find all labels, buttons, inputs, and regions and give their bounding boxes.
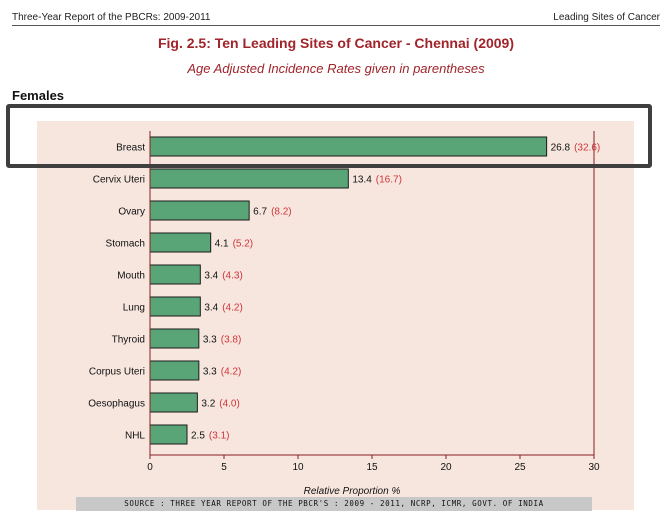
category-label-lung: Lung: [123, 303, 145, 314]
value-label-nhl: 2.5: [191, 431, 205, 442]
bar-stomach: [149, 232, 212, 253]
bar-thyroid: [149, 328, 200, 349]
figure-title: Fig. 2.5: Ten Leading Sites of Cancer - …: [157, 35, 515, 51]
axis-layer: 0 5 10 15 20 25 30: [147, 131, 600, 473]
x-tick-label-5: 5: [221, 462, 227, 473]
value-label-stomach: 4.1: [215, 239, 229, 250]
source-note: SOURCE : THREE YEAR REPORT OF THE PBCR'S…: [76, 497, 592, 511]
aai-label-breast: (32.6): [574, 143, 600, 154]
aai-label-cervix-uteri: (16.7): [376, 175, 402, 186]
value-label-corpus-uteri: 3.3: [203, 367, 217, 378]
category-label-nhl: NHL: [125, 431, 145, 442]
value-label-oesophagus: 3.2: [201, 399, 215, 410]
value-label-thyroid: 3.3: [203, 335, 217, 346]
highlight-box: [6, 104, 652, 168]
report-header-right: Leading Sites of Cancer: [553, 12, 660, 23]
x-tick-label-0: 0: [147, 462, 153, 473]
value-label-lung: 3.4: [204, 303, 218, 314]
category-label-ovary: Ovary: [118, 207, 145, 218]
x-tick-label-20: 20: [440, 462, 452, 473]
aai-label-stomach: (5.2): [233, 239, 254, 250]
aai-label-oesophagus: (4.0): [219, 399, 240, 410]
aai-label-nhl: (3.1): [209, 431, 230, 442]
aai-label-thyroid: (3.8): [221, 335, 242, 346]
category-label-cervix-uteri: Cervix Uteri: [93, 175, 145, 186]
aai-label-lung: (4.2): [222, 303, 243, 314]
section-heading: Females: [12, 88, 65, 103]
value-label-mouth: 3.4: [204, 271, 218, 282]
bar-mouth: [149, 264, 201, 285]
labels-layer: Breast 26.8 (32.6) Cervix Uteri 13.4 (16.7) Ov…: [88, 143, 600, 442]
bar-nhl: [149, 424, 188, 445]
aai-label-corpus-uteri: (4.2): [221, 367, 242, 378]
aai-label-mouth: (4.3): [222, 271, 243, 282]
x-axis-label: Relative Proportion %: [304, 486, 401, 497]
bar-lung: [149, 296, 201, 317]
header-divider: [12, 25, 660, 26]
value-label-breast: 26.8: [551, 143, 571, 154]
x-tick-label-30: 30: [588, 462, 600, 473]
aai-label-ovary: (8.2): [271, 207, 292, 218]
bar-corpus-uteri: [149, 360, 200, 381]
x-tick-label-25: 25: [514, 462, 526, 473]
figure-subtitle: Age Adjusted Incidence Rates given in pa…: [187, 61, 485, 76]
category-label-oesophagus: Oesophagus: [88, 399, 145, 410]
bar-cervix-uteri: [149, 168, 349, 189]
report-header-left: Three-Year Report of the PBCRs: 2009-201…: [12, 12, 211, 23]
x-tick-label-10: 10: [292, 462, 304, 473]
value-label-ovary: 6.7: [253, 207, 267, 218]
bar-ovary: [149, 200, 250, 221]
category-label-breast: Breast: [116, 143, 145, 154]
category-label-mouth: Mouth: [117, 271, 145, 282]
value-label-cervix-uteri: 13.4: [352, 175, 372, 186]
category-label-thyroid: Thyroid: [112, 335, 145, 346]
category-label-corpus-uteri: Corpus Uteri: [89, 367, 145, 378]
x-tick-label-15: 15: [366, 462, 378, 473]
bar-oesophagus: [149, 392, 198, 413]
category-label-stomach: Stomach: [106, 239, 145, 250]
